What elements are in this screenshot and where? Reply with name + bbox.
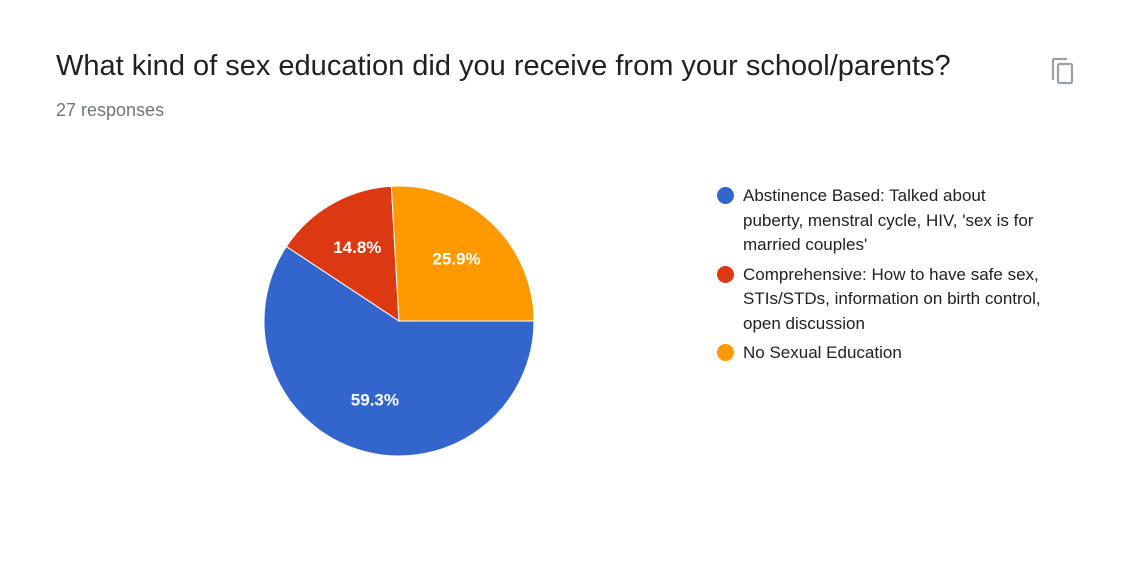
slice-percent-label: 59.3% [351,391,399,410]
legend-label: Abstinence Based: Talked about puberty, … [743,186,1034,254]
legend-item-abstinence[interactable]: Abstinence Based: Talked about puberty, … [717,184,1047,258]
legend-marker-no-education [717,344,734,361]
legend-label: Comprehensive: How to have safe sex, STI… [743,264,1041,333]
legend-marker-comprehensive [717,265,734,283]
legend-marker-abstinence [717,187,734,204]
response-count: 27 responses [56,100,165,120]
slice-no-education[interactable] [390,185,535,322]
chart-title: What kind of sex education did you recei… [56,50,951,82]
slice-percent-label: 25.9% [432,250,480,269]
legend-item-no-education[interactable]: No Sexual Education [717,341,1047,366]
legend-label: No Sexual Education [743,343,902,362]
legend-item-comprehensive[interactable]: Comprehensive: How to have safe sex, STI… [717,263,1047,337]
slice-abstinence[interactable] [263,245,535,457]
slice-percent-label: 14.8% [333,238,381,257]
pie-chart: 59.3% 14.8% 25.9% [263,185,535,457]
copy-chart-button[interactable] [1046,54,1080,88]
copy-icon [1051,57,1074,85]
legend: Abstinence Based: Talked about puberty, … [717,184,1047,371]
slice-comprehensive[interactable] [285,185,400,322]
